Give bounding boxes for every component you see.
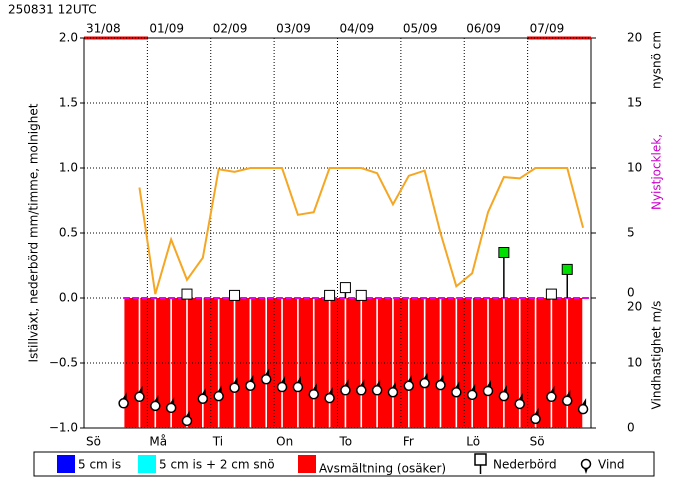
wind-marker	[165, 402, 177, 414]
wind-marker	[577, 403, 589, 415]
date-label: 06/09	[466, 22, 501, 36]
wind-marker	[292, 381, 304, 393]
date-label: 04/09	[340, 22, 375, 36]
growth-line	[138, 167, 585, 295]
legend-swatch	[57, 455, 75, 473]
precip-marker	[229, 289, 241, 301]
wind-marker	[371, 385, 383, 396]
wind-marker	[546, 391, 557, 403]
header: 250831 12UTC	[8, 3, 97, 17]
y3-tick-label: 0	[627, 421, 635, 435]
wind-marker	[466, 389, 478, 401]
wind-marker	[276, 381, 288, 393]
y3-label: Vindhastighet m/s	[650, 301, 664, 410]
wind-marker	[229, 382, 240, 393]
legend-label: Nederbörd	[493, 458, 557, 472]
legend-swatch	[138, 455, 156, 473]
melt-bar	[346, 298, 361, 428]
date-label: 03/09	[276, 22, 311, 36]
y2-tick-label: 5	[627, 226, 635, 240]
y3-tick-label: 10	[627, 356, 642, 370]
wind-marker	[324, 392, 335, 404]
y2-tick-label: 0	[627, 286, 635, 300]
y2-tick-label: 20	[627, 31, 642, 45]
y-tick-label: 1.5	[59, 96, 78, 110]
wind-marker	[260, 374, 272, 385]
wind-marker	[561, 395, 573, 406]
wind-marker	[134, 391, 145, 403]
wind-marker	[150, 400, 161, 412]
wind-marker	[498, 390, 510, 402]
y-tick-label: 2.0	[59, 31, 78, 45]
wind-marker	[308, 388, 319, 400]
wind-marker	[356, 385, 367, 396]
precip-marker	[355, 289, 367, 301]
y2-tick-label: 10	[627, 161, 642, 175]
precip-marker	[498, 247, 510, 258]
melt-bar	[409, 298, 424, 428]
melt-bar	[156, 298, 171, 428]
wind-marker	[245, 380, 256, 391]
legend	[33, 451, 655, 477]
wind-marker	[197, 393, 209, 404]
wind-marker	[451, 387, 462, 398]
wind-marker	[387, 387, 399, 398]
wind-marker	[403, 380, 415, 391]
precip-marker	[339, 282, 351, 294]
precip-marker	[561, 263, 573, 275]
wind-marker	[419, 377, 430, 389]
ice-label: Nyistjocklek,	[650, 134, 664, 210]
wind-marker	[435, 379, 446, 391]
melt-bar	[171, 298, 187, 428]
wind-marker	[181, 415, 193, 427]
date-label: 05/09	[403, 22, 438, 36]
melt-bar	[282, 298, 298, 428]
precip-marker	[181, 288, 193, 300]
melt-bar	[187, 298, 203, 428]
legend-swatch	[298, 455, 316, 473]
legend-icon	[584, 468, 588, 474]
weekday-label: Må	[149, 435, 167, 449]
legend-label: 5 cm is + 2 cm snö	[159, 458, 275, 472]
precip-marker	[545, 288, 557, 300]
y2-label: nysnö cm	[650, 31, 664, 89]
date-label: 07/09	[530, 22, 565, 36]
legend-icon	[580, 458, 592, 470]
legend-label: 5 cm is	[78, 458, 121, 472]
date-label: 01/09	[149, 22, 184, 36]
wind-marker	[118, 398, 129, 409]
wind-marker	[530, 413, 541, 425]
legend-icon	[474, 453, 487, 466]
melt-bar	[568, 298, 583, 428]
legend-label: Avsmältning (osäker)	[319, 462, 446, 476]
y-tick-label: −1.0	[49, 421, 78, 435]
melt-bar	[377, 298, 393, 428]
melt-bar	[235, 298, 250, 428]
y-tick-label: −0.5	[49, 356, 78, 370]
precip-marker	[324, 289, 336, 301]
wind-marker	[340, 385, 351, 396]
wind-marker	[482, 385, 494, 397]
weekday-label: Ti	[212, 435, 223, 449]
y3-tick-label: 20	[627, 300, 642, 314]
weekday-label: Fr	[403, 435, 414, 449]
y-tick-label: 1.0	[59, 161, 78, 175]
date-label: 31/08	[86, 22, 121, 36]
y2-tick-label: 15	[627, 96, 642, 110]
weekday-label: Sö	[530, 435, 545, 449]
melt-bar	[441, 298, 456, 428]
y-tick-label: 0.0	[59, 291, 78, 305]
y-label: Istillväxt, nederbörd mm/timme, molnighe…	[27, 103, 41, 362]
weekday-label: Lö	[466, 435, 480, 449]
y-tick-label: 0.5	[59, 226, 78, 240]
weekday-label: To	[339, 435, 353, 449]
legend-label: Vind	[598, 458, 625, 472]
wind-marker	[514, 398, 525, 410]
wind-marker	[213, 390, 224, 402]
weekday-label: Sö	[86, 435, 101, 449]
weekday-label: On	[276, 435, 293, 449]
date-label: 02/09	[213, 22, 248, 36]
